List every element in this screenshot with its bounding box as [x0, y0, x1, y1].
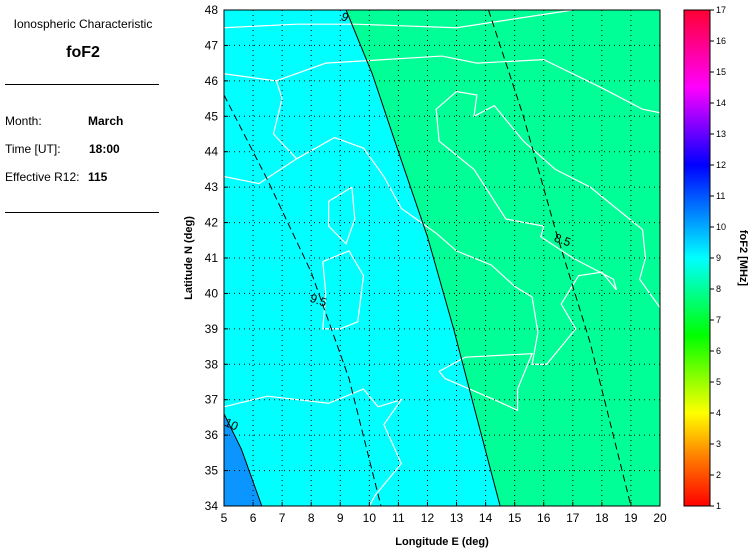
y-tick-label: 38 [205, 357, 219, 371]
x-tick-label: 8 [308, 511, 315, 525]
x-tick-label: 11 [392, 511, 405, 525]
coastline [322, 250, 365, 330]
x-tick-label: 18 [595, 511, 609, 525]
colorbar-tick-label: 3 [716, 439, 721, 449]
divider [5, 212, 159, 213]
colorbar-tick-label: 15 [716, 67, 726, 77]
coastline [223, 90, 661, 365]
colorbar-label: foF2 [MHz] [737, 230, 749, 287]
y-tick-label: 39 [205, 322, 219, 336]
y-tick-label: 45 [205, 109, 219, 123]
y-tick-label: 35 [205, 464, 219, 478]
x-tick-label: 19 [624, 511, 638, 525]
month-label: Month: [5, 114, 42, 128]
y-tick-label: 48 [205, 3, 219, 17]
heading: Ionospheric Characteristic [13, 17, 153, 31]
colorbar-tick-label: 2 [716, 470, 721, 480]
coastline [223, 73, 298, 160]
contour-line-9 [345, 9, 501, 507]
y-tick-label: 40 [205, 286, 219, 300]
x-tick-label: 12 [421, 511, 435, 525]
x-tick-label: 9 [337, 511, 344, 525]
coastline [223, 388, 403, 507]
colorbar-tick-label: 4 [716, 408, 721, 418]
r12-value: 115 [88, 170, 108, 184]
colorbar-tick-label: 11 [716, 191, 725, 201]
contour-line-9-5 [223, 94, 382, 507]
colorbar-tick-label: 5 [716, 377, 721, 387]
y-tick-label: 47 [205, 38, 219, 52]
colorbar-tick-label: 13 [716, 129, 726, 139]
y-tick-label: 46 [205, 74, 219, 88]
colorbar-tick-label: 6 [716, 346, 721, 356]
divider [5, 84, 159, 85]
x-tick-label: 10 [363, 511, 377, 525]
contour-label: 9.5 [308, 291, 329, 310]
y-tick-label: 42 [205, 216, 219, 230]
colorbar-tick-label: 10 [716, 222, 726, 232]
region-above-10 [224, 413, 262, 506]
coastline [438, 353, 534, 412]
x-tick-label: 5 [221, 511, 228, 525]
y-tick-label: 41 [205, 251, 219, 265]
region-9-to-10 [224, 10, 501, 506]
month-value: March [88, 114, 124, 128]
y-axis-label: Latitude N (deg) [183, 216, 195, 300]
colorbar-tick-label: 7 [716, 315, 721, 325]
x-tick-label: 20 [653, 511, 667, 525]
y-tick-label: 37 [205, 393, 219, 407]
x-tick-label: 7 [279, 511, 286, 525]
r12-label: Effective R12: [5, 170, 80, 184]
x-tick-label: 14 [479, 511, 493, 525]
colorbar-tick-label: 1 [716, 501, 721, 511]
x-tick-label: 15 [508, 511, 522, 525]
colorbar-tick-label: 16 [716, 36, 726, 46]
y-tick-label: 44 [205, 145, 219, 159]
contour-line-10 [223, 413, 263, 507]
colorbar [683, 9, 711, 507]
coastline [276, 55, 661, 114]
characteristic-title: foF2 [66, 44, 100, 61]
x-tick-label: 16 [537, 511, 551, 525]
contour-label: 10 [222, 415, 240, 433]
y-tick-label: 43 [205, 180, 219, 194]
contour-label: 8.5 [552, 231, 573, 250]
x-tick-label: 6 [250, 511, 257, 525]
colorbar-tick-label: 9 [716, 253, 721, 263]
y-tick-label: 34 [205, 499, 219, 513]
x-axis-label: Longitude E (deg) [395, 536, 489, 548]
colorbar-tick-label: 8 [716, 284, 721, 294]
time-value: 18:00 [89, 142, 120, 156]
colorbar-tick-label: 14 [716, 98, 726, 108]
y-tick-label: 36 [205, 428, 219, 442]
coastline [223, 9, 573, 29]
x-tick-label: 17 [566, 511, 580, 525]
coastline [328, 186, 356, 245]
x-tick-label: 13 [450, 511, 464, 525]
time-label: Time [UT]: [5, 142, 61, 156]
colorbar-tick-label: 12 [716, 160, 726, 170]
colorbar-tick-label: 17 [716, 5, 726, 15]
